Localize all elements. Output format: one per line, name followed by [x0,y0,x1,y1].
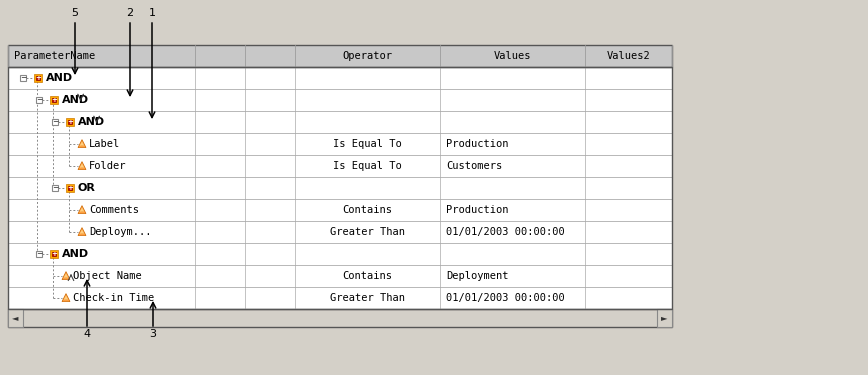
Bar [36,97,42,103]
Text: 3: 3 [149,329,156,339]
Bar [68,120,72,124]
Bar [8,67,672,89]
Text: Production: Production [446,139,509,149]
Text: ►: ► [661,314,667,322]
Text: 4: 4 [83,329,90,339]
Text: AND: AND [62,95,89,105]
Text: Contains: Contains [343,205,392,215]
Bar [195,45,245,67]
Bar [68,186,72,190]
Bar [8,221,672,243]
Bar [8,89,672,111]
Text: Folder: Folder [89,161,127,171]
Text: 5: 5 [71,8,78,18]
Text: ▲: ▲ [64,274,68,278]
Text: −: − [36,249,43,258]
Bar [8,199,672,221]
Text: Greater Than: Greater Than [330,227,405,237]
Polygon shape [78,228,86,236]
Polygon shape [63,274,69,278]
Bar [36,251,42,257]
Text: −: − [36,95,43,104]
Text: AND: AND [46,73,73,83]
Text: 01/01/2003 00:00:00: 01/01/2003 00:00:00 [446,293,565,303]
Text: Label: Label [89,139,121,149]
Bar [52,98,56,102]
Polygon shape [80,142,84,146]
Text: OR: OR [78,183,95,193]
Text: +: + [67,185,73,191]
Text: Is Equal To: Is Equal To [333,161,402,171]
Text: Operator: Operator [343,51,392,61]
Text: ▲: ▲ [81,142,83,146]
Polygon shape [78,140,86,148]
Bar [8,309,672,327]
Text: Check-in Time: Check-in Time [73,293,155,303]
Bar [66,118,74,126]
Polygon shape [63,296,69,300]
Bar [52,119,58,125]
Text: −: − [20,73,26,82]
Text: +: + [67,119,73,125]
Text: Greater Than: Greater Than [330,293,405,303]
Bar [8,45,195,67]
Text: ▲: ▲ [64,296,68,300]
Polygon shape [78,206,86,214]
Text: Production: Production [446,205,509,215]
Text: ▲: ▲ [81,209,83,212]
Text: Deployment: Deployment [446,271,509,281]
Text: ▲: ▲ [81,230,83,234]
Text: +: + [35,75,41,81]
Bar [66,184,74,192]
Bar [20,75,26,81]
Polygon shape [78,162,86,170]
Bar [585,45,672,67]
Text: ParameterName: ParameterName [14,51,95,61]
Bar [8,287,672,309]
Bar [8,265,672,287]
Text: Customers: Customers [446,161,503,171]
Bar [8,243,672,265]
Text: Contains: Contains [343,271,392,281]
Text: 01/01/2003 00:00:00: 01/01/2003 00:00:00 [446,227,565,237]
Text: −: − [52,183,58,192]
Bar [50,250,58,258]
Text: Deploym...: Deploym... [89,227,152,237]
Bar [8,155,672,177]
Bar [8,45,672,67]
Text: +: + [51,251,57,257]
Text: ▲: ▲ [81,164,83,168]
Text: Comments: Comments [89,205,139,215]
Bar [8,309,23,327]
Text: AND: AND [62,249,89,259]
Text: Object Name: Object Name [73,271,141,281]
Text: Values2: Values2 [607,51,650,61]
Text: +: + [51,97,57,103]
Text: −: − [52,117,58,126]
Polygon shape [62,294,70,302]
Bar [8,111,672,133]
Bar [245,45,295,67]
Bar [440,45,585,67]
Bar [8,177,672,199]
Polygon shape [62,272,70,280]
Polygon shape [80,230,84,234]
Bar [8,133,672,155]
Text: Is Equal To: Is Equal To [333,139,402,149]
Polygon shape [80,208,84,212]
Text: AND: AND [78,117,105,127]
Text: 2: 2 [127,8,134,18]
Bar [657,309,672,327]
Bar [50,96,58,104]
Text: Values: Values [494,51,531,61]
Bar [8,67,672,309]
Bar [52,252,56,256]
Text: ◄: ◄ [12,314,19,322]
Bar [36,76,40,80]
Bar [295,45,440,67]
Polygon shape [80,164,84,168]
Text: 1: 1 [148,8,155,18]
Bar [34,74,42,82]
Bar [52,185,58,191]
